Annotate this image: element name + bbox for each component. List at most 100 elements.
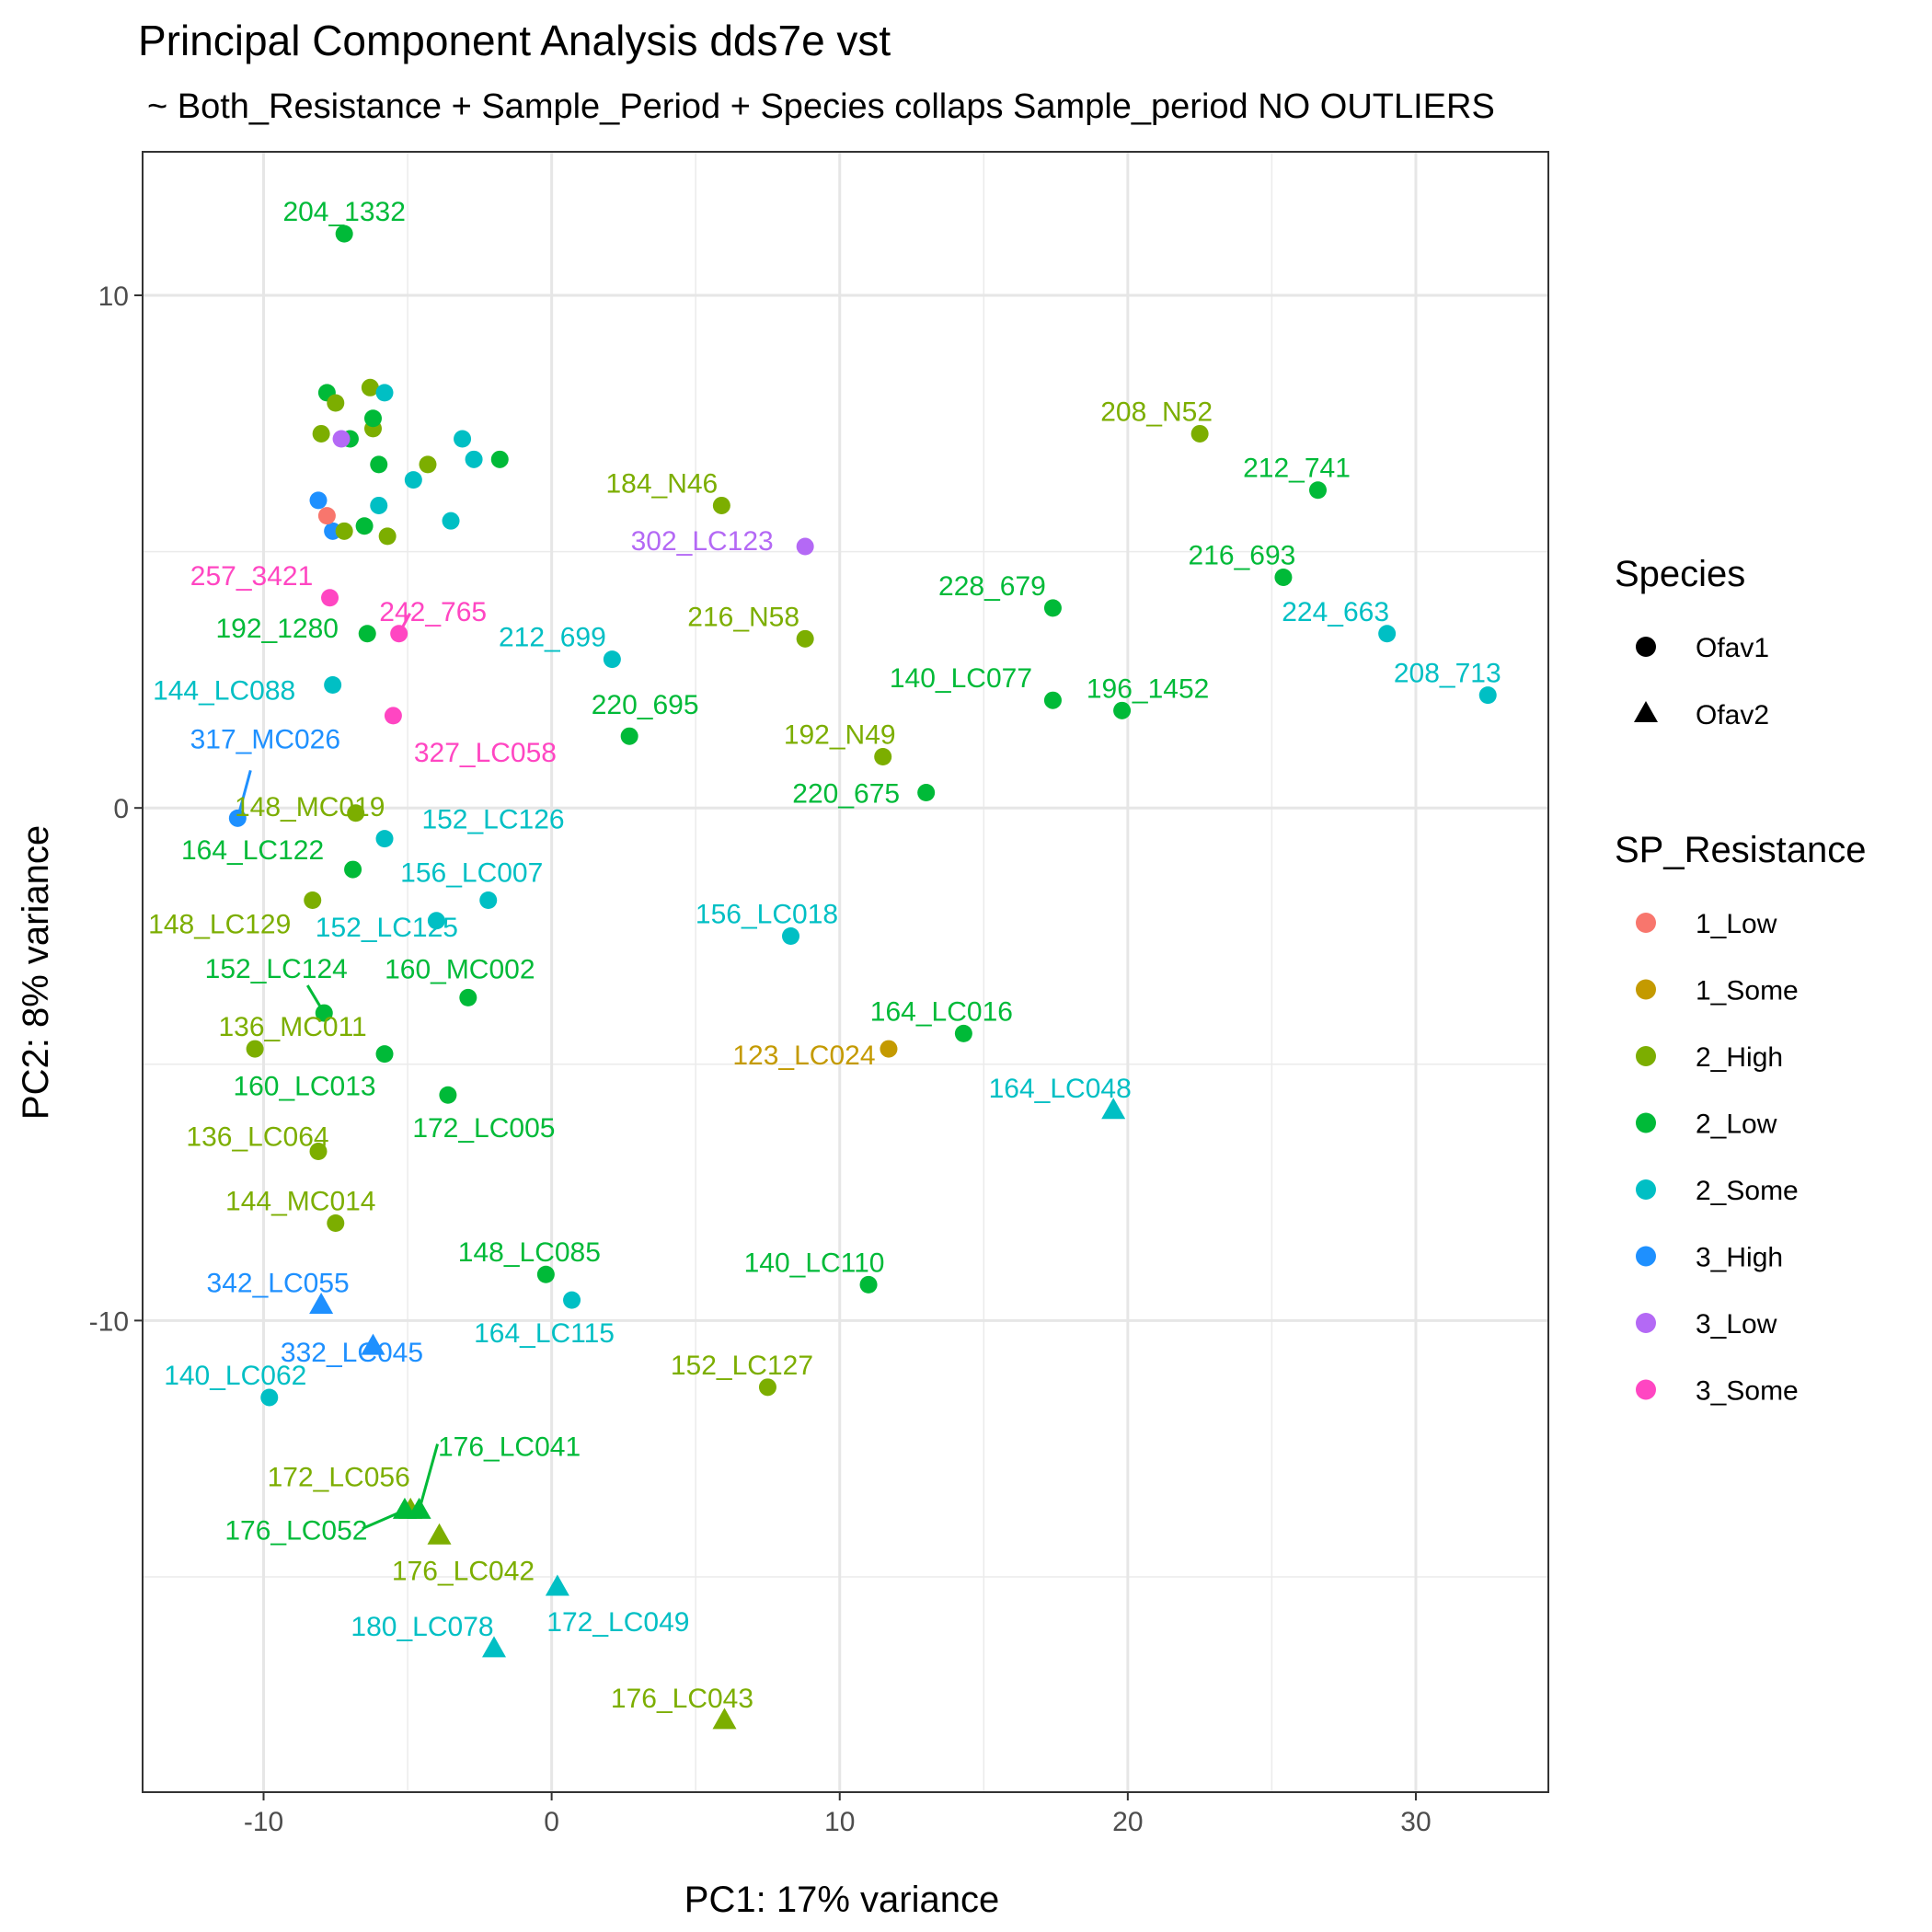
legend-label: Ofav1 bbox=[1696, 633, 1769, 663]
point-label: 317_MC026 bbox=[190, 724, 340, 754]
point-label: 144_LC088 bbox=[153, 675, 295, 706]
data-point bbox=[465, 450, 483, 468]
point-label: 140_LC077 bbox=[890, 663, 1032, 694]
data-point bbox=[321, 589, 339, 607]
point-label: 148_LC085 bbox=[458, 1237, 601, 1268]
data-point bbox=[370, 496, 388, 514]
x-tick-label: -10 bbox=[244, 1807, 283, 1837]
data-point bbox=[1113, 701, 1132, 719]
legend-title-resistance: SP_Resistance bbox=[1615, 830, 1866, 870]
data-point bbox=[536, 1265, 555, 1283]
point-label: 152_LC124 bbox=[205, 954, 348, 984]
point-label: 152_LC125 bbox=[316, 913, 458, 943]
label-connector bbox=[305, 984, 326, 1014]
legend-key-color bbox=[1636, 1246, 1656, 1267]
point-label: 192_N49 bbox=[784, 719, 896, 750]
data-point-triangle bbox=[482, 1636, 506, 1658]
legend-key-color bbox=[1636, 1313, 1656, 1333]
point-label: 140_LC110 bbox=[744, 1248, 885, 1278]
point-label: 342_LC055 bbox=[207, 1269, 350, 1299]
point-label: 302_LC123 bbox=[631, 526, 774, 557]
data-point bbox=[327, 1214, 345, 1233]
data-point-triangle bbox=[1101, 1098, 1126, 1120]
data-point bbox=[1309, 481, 1328, 500]
legend-key-color bbox=[1636, 913, 1656, 933]
data-point bbox=[375, 1045, 394, 1064]
data-point bbox=[335, 522, 353, 540]
y-tick-label: 0 bbox=[113, 794, 129, 824]
data-point bbox=[304, 891, 322, 909]
data-point-triangle bbox=[712, 1708, 737, 1730]
point-label: 136_MC011 bbox=[218, 1012, 366, 1042]
data-point bbox=[563, 1291, 581, 1309]
data-point bbox=[796, 537, 814, 556]
legend-label: Ofav2 bbox=[1696, 700, 1769, 730]
point-label: 212_741 bbox=[1243, 454, 1351, 484]
point-label: 216_N58 bbox=[687, 602, 799, 632]
data-point bbox=[620, 727, 638, 745]
chart-title: Principal Component Analysis dds7e vst bbox=[138, 17, 891, 64]
data-point bbox=[363, 409, 382, 428]
data-point bbox=[859, 1275, 878, 1294]
data-point-triangle bbox=[309, 1293, 334, 1315]
label-connector bbox=[397, 613, 411, 635]
data-point bbox=[874, 747, 892, 765]
data-point-triangle bbox=[545, 1574, 569, 1596]
data-point bbox=[358, 625, 376, 643]
point-label: 172_LC056 bbox=[268, 1463, 410, 1493]
data-point bbox=[361, 378, 379, 397]
point-label: 136_LC064 bbox=[186, 1122, 328, 1153]
data-point bbox=[309, 491, 328, 510]
data-point bbox=[347, 804, 365, 822]
legend-label: 2_Low bbox=[1696, 1110, 1777, 1140]
point-label: 220_695 bbox=[592, 690, 699, 720]
data-point-triangle bbox=[361, 1333, 385, 1355]
data-point bbox=[782, 926, 800, 945]
data-point bbox=[1190, 424, 1209, 443]
data-point bbox=[404, 471, 422, 489]
point-label: 140_LC062 bbox=[164, 1361, 306, 1391]
point-label: 164_LC016 bbox=[870, 996, 1013, 1027]
legend-label: 3_High bbox=[1696, 1243, 1783, 1273]
plot-background bbox=[143, 152, 1548, 1792]
data-point bbox=[375, 384, 394, 402]
point-label: 180_LC078 bbox=[351, 1612, 493, 1642]
data-point bbox=[439, 1086, 457, 1104]
data-point bbox=[442, 512, 460, 530]
legend-label: 1_Some bbox=[1696, 976, 1799, 1006]
point-label: 172_LC005 bbox=[412, 1113, 555, 1144]
data-point bbox=[344, 860, 362, 879]
point-label: 152_LC126 bbox=[421, 805, 564, 835]
data-point bbox=[309, 1143, 328, 1161]
point-label: 208_N52 bbox=[1100, 397, 1213, 427]
data-point bbox=[954, 1024, 972, 1042]
point-labels: 204_1332 208_N52 212_741 184_N46 302_LC123 21… bbox=[148, 197, 1501, 1714]
data-point bbox=[375, 830, 394, 848]
point-label: 152_LC127 bbox=[671, 1351, 813, 1381]
data-point-triangle bbox=[427, 1523, 452, 1545]
plot-border bbox=[142, 151, 1549, 1793]
data-point bbox=[332, 430, 351, 448]
point-label: 156_LC018 bbox=[696, 899, 838, 929]
data-point bbox=[384, 707, 402, 725]
point-label: 164_LC115 bbox=[474, 1318, 615, 1349]
x-tick-label: 20 bbox=[1112, 1807, 1143, 1837]
x-axis-title: PC1: 17% variance bbox=[684, 1880, 999, 1920]
y-tick-label: 10 bbox=[98, 282, 129, 312]
point-label: 224_663 bbox=[1282, 597, 1389, 627]
point-label: 242_765 bbox=[379, 597, 487, 627]
point-label: 176_LC041 bbox=[438, 1432, 581, 1463]
legend-label: 3_Some bbox=[1696, 1376, 1799, 1407]
data-point bbox=[880, 1040, 898, 1058]
point-label: 148_LC129 bbox=[148, 909, 291, 939]
x-tick-label: 10 bbox=[824, 1807, 855, 1837]
data-point bbox=[1043, 599, 1062, 617]
data-point bbox=[796, 629, 814, 648]
data-point bbox=[246, 1040, 264, 1058]
data-point bbox=[378, 527, 397, 546]
data-point bbox=[419, 455, 437, 474]
data-point bbox=[917, 783, 936, 801]
point-label: 164_LC048 bbox=[989, 1074, 1132, 1104]
legend-key-triangle bbox=[1634, 701, 1658, 722]
legend-key-color bbox=[1636, 1046, 1656, 1066]
